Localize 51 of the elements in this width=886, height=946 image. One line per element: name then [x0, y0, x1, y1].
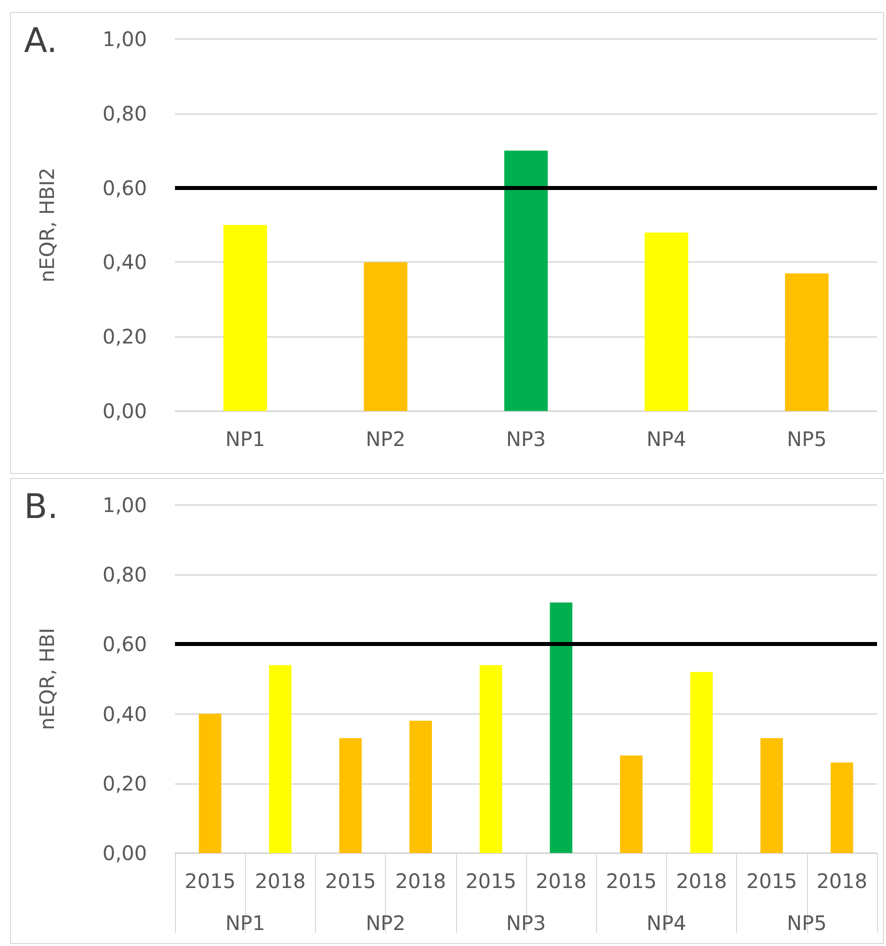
bar	[644, 232, 688, 411]
x-tick-label: NP3	[506, 427, 546, 451]
bar	[785, 273, 829, 411]
x-tick-label: 2018	[676, 869, 727, 893]
bar	[269, 665, 292, 853]
y-tick-label: 1,00	[102, 493, 147, 517]
bar	[480, 665, 502, 853]
bar	[198, 714, 222, 853]
bar	[504, 150, 548, 411]
text: NP5	[786, 911, 827, 935]
bar	[760, 738, 783, 853]
bar	[550, 602, 572, 853]
x-tick-label: 2018	[254, 869, 306, 893]
y-tick-label: 0,60	[102, 176, 147, 200]
x-tick-label: NP5	[786, 427, 827, 451]
y-tick-label: 1,00	[102, 27, 147, 51]
bar	[223, 225, 267, 411]
x-tick-label: 2015	[606, 869, 657, 893]
bar	[409, 720, 432, 853]
y-tick-label: 0,00	[102, 399, 147, 423]
bar	[620, 756, 643, 853]
text: NP4	[646, 911, 686, 935]
x-tick-label: 2018	[536, 869, 587, 893]
x-tick-label: NP4	[646, 427, 686, 451]
x-tick-label: NP2	[366, 427, 406, 451]
x-tick-label: 2015	[746, 869, 798, 893]
x-tick-label: 2018	[816, 869, 868, 893]
x-tick-label: 2018	[395, 869, 446, 893]
y-tick-label: 0,40	[102, 702, 147, 726]
text: NP1	[225, 911, 266, 935]
x-tick-label: 2015	[184, 869, 236, 893]
y-tick-label: 0,20	[102, 771, 147, 796]
x-tick-label: 2015	[325, 869, 376, 893]
y-tick-label: 0,80	[102, 562, 147, 587]
y-tick-label: 0,20	[102, 324, 147, 349]
y-tick-label: 0,60	[102, 632, 147, 656]
y-tick-label: 0,80	[102, 101, 147, 126]
bar	[690, 672, 713, 853]
y-tick-label: 0,40	[102, 250, 147, 274]
chart-title: A.	[24, 21, 58, 61]
chart-title: B.	[24, 487, 58, 527]
y-axis-title: nEQR, HBI	[35, 628, 59, 730]
y-axis-title: nEQR, HBI2	[35, 167, 59, 283]
y-tick-label: 0,00	[102, 841, 147, 865]
bar	[339, 738, 362, 853]
text: NP3	[506, 911, 546, 935]
bar	[830, 762, 854, 853]
text: NP2	[366, 911, 406, 935]
x-tick-label: NP1	[225, 427, 266, 451]
bar	[364, 262, 408, 411]
x-tick-label: 2015	[465, 869, 516, 893]
